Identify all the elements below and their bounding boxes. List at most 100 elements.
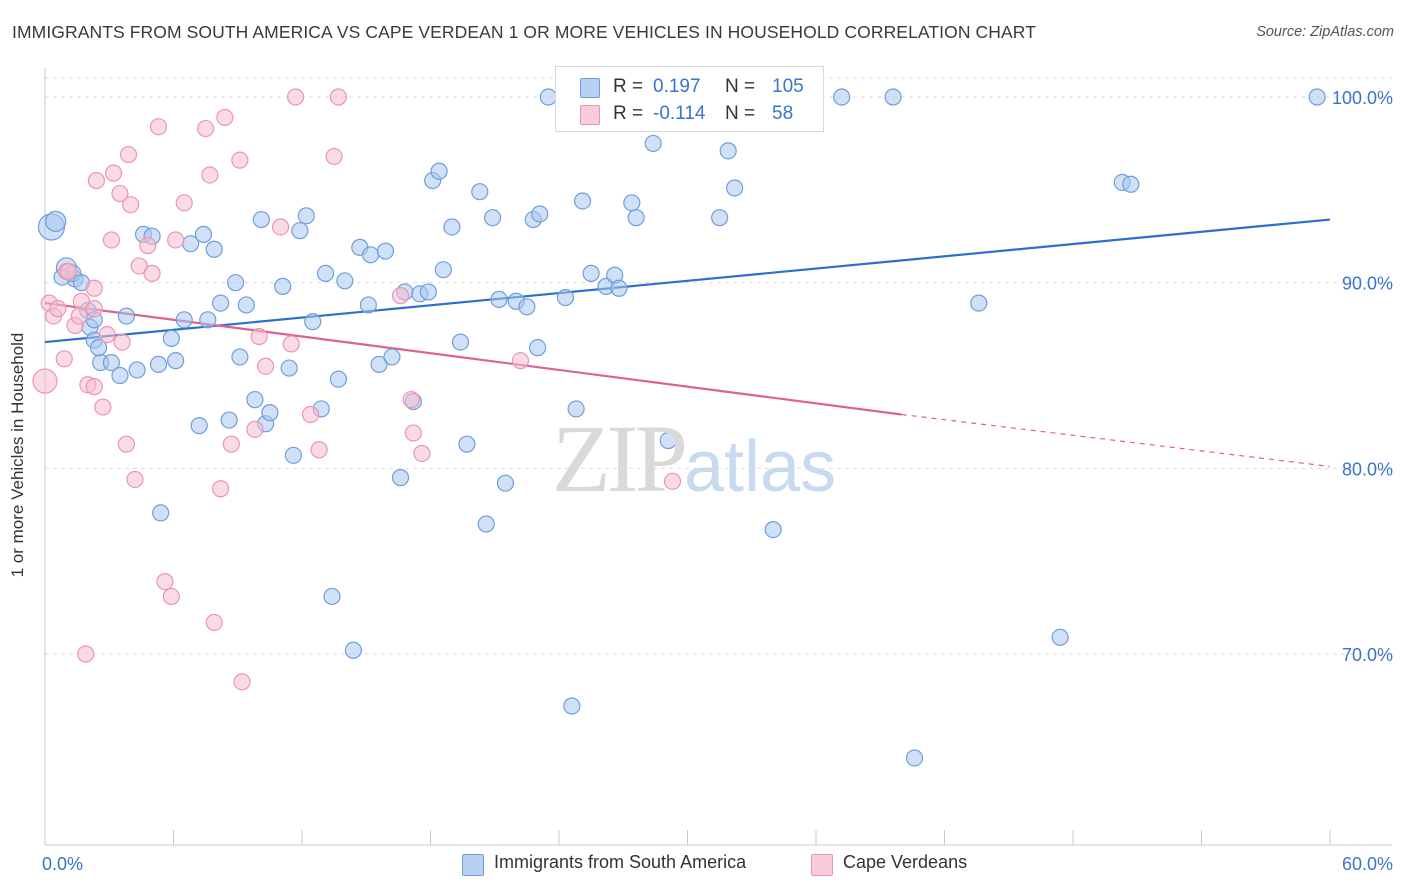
y-tick-label: 100.0% — [1332, 88, 1393, 108]
point-south-america — [102, 353, 120, 372]
point-cape-verdeans — [113, 333, 131, 351]
point-south-america — [323, 587, 341, 606]
point-south-america — [376, 242, 395, 260]
point-cape-verdeans — [102, 231, 120, 249]
n-label: N = — [725, 76, 756, 97]
point-cape-verdeans — [175, 194, 193, 212]
point-cape-verdeans — [162, 587, 180, 606]
point-cape-verdeans — [391, 287, 410, 305]
point-cape-verdeans — [404, 424, 422, 442]
point-cape-verdeans — [122, 196, 140, 214]
point-cape-verdeans — [149, 118, 168, 136]
y-tick-label: 90.0% — [1342, 274, 1393, 294]
point-cape-verdeans — [70, 307, 88, 325]
x-tick-label: 0.0% — [42, 854, 83, 874]
point-south-america — [539, 88, 557, 106]
point-south-america — [556, 288, 575, 307]
point-cape-verdeans — [117, 435, 135, 453]
point-cape-verdeans — [233, 673, 251, 691]
point-south-america — [471, 183, 489, 201]
point-south-america — [291, 222, 309, 240]
blue-swatch — [462, 854, 484, 876]
point-south-america — [199, 311, 217, 329]
point-south-america — [644, 134, 662, 153]
point-cape-verdeans — [126, 470, 144, 489]
point-south-america — [336, 272, 354, 290]
point-cape-verdeans — [413, 444, 431, 463]
point-cape-verdeans — [222, 435, 240, 453]
point-cape-verdeans — [663, 472, 682, 490]
point-south-america — [391, 469, 410, 487]
point-cape-verdeans — [231, 151, 249, 169]
axes — [44, 68, 1392, 846]
point-south-america — [726, 179, 744, 197]
point-cape-verdeans — [87, 171, 106, 190]
point-cape-verdeans — [325, 147, 343, 166]
point-cape-verdeans — [250, 327, 268, 346]
point-south-america — [117, 307, 135, 325]
point-south-america — [970, 294, 988, 312]
point-south-america — [531, 205, 549, 223]
point-cape-verdeans — [85, 279, 103, 297]
point-south-america — [274, 277, 292, 295]
point-south-america — [623, 194, 641, 212]
point-cape-verdeans — [197, 119, 215, 138]
point-south-america — [1122, 175, 1140, 193]
point-cape-verdeans — [98, 326, 116, 344]
legend-label: Cape Verdeans — [843, 852, 968, 872]
legend-label: Immigrants from South America — [494, 852, 747, 872]
point-cape-verdeans — [246, 420, 264, 438]
stats-row-cape-verdeans: R = -0.114 N = 58 — [556, 101, 823, 127]
point-cape-verdeans — [119, 145, 138, 164]
point-south-america — [528, 339, 547, 357]
point-cape-verdeans — [282, 335, 300, 353]
point-south-america — [563, 697, 581, 715]
r-value: 0.197 — [653, 76, 701, 97]
point-cape-verdeans — [201, 166, 219, 184]
point-south-america — [451, 333, 470, 351]
point-cape-verdeans — [104, 164, 123, 182]
point-south-america — [434, 261, 452, 279]
point-south-america — [344, 641, 362, 659]
point-south-america — [443, 218, 461, 236]
point-south-america — [194, 225, 213, 243]
point-cape-verdeans — [111, 184, 129, 203]
point-south-america — [261, 404, 279, 422]
point-south-america — [162, 329, 180, 347]
point-south-america — [231, 348, 249, 366]
point-south-america — [627, 209, 645, 227]
point-south-america — [111, 366, 129, 385]
point-south-america — [905, 749, 924, 767]
point-cape-verdeans — [310, 441, 328, 459]
stats-row-south-america: R = 0.197 N = 105 — [556, 74, 823, 100]
point-cape-verdeans — [94, 398, 112, 416]
data-points — [32, 88, 1326, 767]
point-south-america — [89, 339, 108, 357]
point-cape-verdeans — [85, 378, 103, 396]
point-south-america — [518, 298, 536, 316]
point-south-america — [711, 209, 729, 227]
tick-labels: 70.0% 80.0% 90.0% 100.0% 0.0% 60.0% — [42, 88, 1393, 874]
point-cape-verdeans — [143, 264, 161, 282]
point-south-america — [297, 207, 315, 225]
point-south-america — [280, 359, 298, 377]
r-label: R = — [613, 76, 644, 97]
point-south-america — [1308, 88, 1326, 106]
point-cape-verdeans — [139, 236, 157, 255]
trend-line-south-america — [44, 218, 1331, 344]
r-label: R = — [613, 103, 644, 124]
y-tick-label: 70.0% — [1342, 645, 1393, 665]
blue-swatch — [580, 78, 600, 98]
point-south-america — [659, 431, 677, 450]
point-south-america — [370, 355, 388, 373]
pink-swatch — [580, 105, 600, 125]
point-south-america — [884, 88, 902, 106]
point-cape-verdeans — [130, 257, 148, 275]
point-south-america — [484, 209, 502, 227]
point-cape-verdeans — [402, 391, 420, 409]
point-south-america — [128, 361, 146, 379]
point-south-america — [361, 246, 380, 264]
y-axis-label: 1 or more Vehicles in Household — [8, 332, 27, 578]
point-south-america — [220, 411, 238, 429]
